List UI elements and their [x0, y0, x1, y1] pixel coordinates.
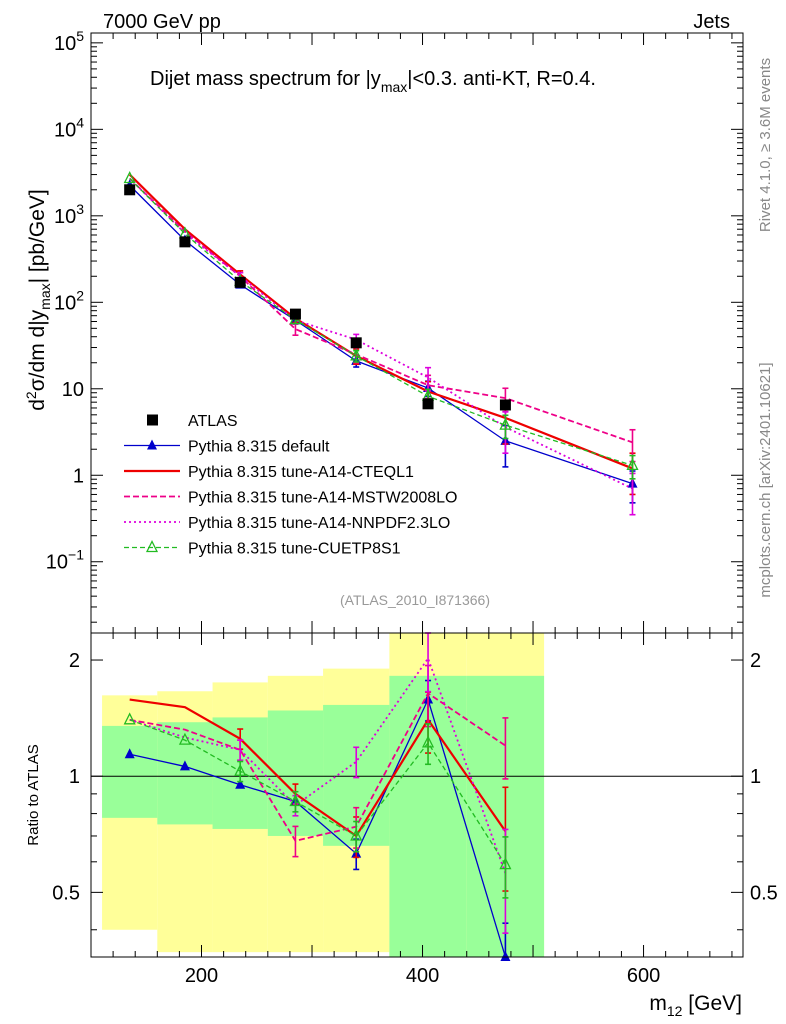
- ratio-y-tick-label-right: 2: [750, 650, 761, 672]
- ratio-marker-default: [124, 748, 135, 759]
- ratio-marker-cuetp8s1: [178, 732, 191, 745]
- ratio-marker-cuetp8s1: [421, 735, 435, 748]
- x-tick-label: 200: [185, 965, 218, 987]
- ratio-y-tick-label-right: 1: [750, 766, 761, 788]
- legend-marker: [145, 540, 159, 553]
- legend-label: Pythia 8.315 tune-A14-CTEQL1: [188, 464, 414, 481]
- marker-cuetp8s1: [626, 457, 639, 471]
- main-y-tick-label: 104: [54, 114, 84, 141]
- ratio-band-inner: [157, 722, 213, 825]
- series-line-3: [129, 177, 633, 490]
- ratio-marker-default: [500, 951, 511, 961]
- x-tick-label: 600: [627, 965, 660, 987]
- main-y-tick-label: 105: [54, 28, 84, 55]
- main-y-tick-label: 103: [54, 201, 84, 228]
- ratio-band-inner: [102, 725, 158, 818]
- side-label-bottom: mcplots.cern.ch [arXiv:2401.10621]: [757, 362, 774, 597]
- atlas-point: [499, 399, 511, 411]
- ratio-marker-default: [179, 760, 190, 771]
- atlas-point: [234, 276, 246, 288]
- marker-cuetp8s1: [350, 348, 363, 361]
- ratio-y-tick-label: 2: [69, 650, 80, 672]
- ratio-y-tick-label: 0.5: [52, 882, 80, 904]
- atlas-point: [422, 398, 434, 410]
- side-label-top: Rivet 4.1.0, ≥ 3.6M events: [757, 58, 774, 232]
- legend-label: Pythia 8.315 tune-A14-NNPDF2.3LO: [188, 515, 450, 532]
- atlas-point: [179, 236, 191, 248]
- legend-label: Pythia 8.315 default: [188, 439, 330, 456]
- main-y-tick-label: 10−1: [46, 547, 84, 574]
- ratio-marker-cuetp8s1: [499, 857, 512, 870]
- main-ylabel: d2σ/dm d|ymax| [pb/GeV]: [23, 189, 53, 411]
- ratio-marker-default: [235, 778, 246, 789]
- ratio-marker-cuetp8s1: [289, 794, 302, 807]
- header-left: 7000 GeV pp: [103, 11, 221, 33]
- series-line-1: [128, 173, 633, 470]
- main-y-tick-label: 1: [73, 465, 84, 487]
- ratio-y-tick-label-right: 0.5: [750, 882, 778, 904]
- series-line-4: [129, 178, 633, 467]
- legend-marker-atlas: [147, 414, 158, 426]
- ratio-panel: 0.5 0.5 1 1 2 2 200 400 600: [52, 632, 778, 987]
- header-right: Jets: [693, 11, 730, 33]
- ratio-marker-cuetp8s1: [123, 712, 136, 725]
- analysis-id: (ATLAS_2010_I871366): [340, 592, 490, 608]
- xlabel: m12 [GeV]: [649, 992, 742, 1019]
- atlas-point: [350, 337, 362, 349]
- marker-cuetp8s1: [123, 171, 136, 184]
- atlas-point: [124, 184, 136, 196]
- ratio-frame: [90, 632, 744, 958]
- ratio-y-tick-label: 1: [69, 766, 80, 788]
- legend-label: ATLAS: [188, 413, 238, 430]
- main-y-tick-label: 10: [62, 379, 84, 401]
- legend-marker: [147, 439, 157, 450]
- ratio-marker-cuetp8s1: [234, 763, 247, 776]
- main-panel: 10−1 1 10 102 103 104 105: [46, 28, 744, 634]
- ratio-ylabel: Ratio to ATLAS: [25, 744, 42, 845]
- ratio-marker-cuetp8s1: [350, 828, 363, 841]
- legend: ATLAS Pythia 8.315 default Pythia 8.315 tu…: [124, 413, 457, 558]
- marker-cuetp8s1: [499, 417, 512, 430]
- series-line-0: [129, 184, 633, 485]
- series-line-2: [129, 177, 633, 444]
- atlas-point: [289, 308, 301, 320]
- legend-label: Pythia 8.315 tune-CUETP8S1: [188, 541, 401, 558]
- main-y-tick-label: 102: [54, 287, 84, 314]
- legend-label: Pythia 8.315 tune-A14-MSTW2008LO: [188, 490, 457, 507]
- x-tick-label: 400: [406, 965, 439, 987]
- plot-title: Dijet mass spectrum for |ymax|<0.3. anti…: [150, 68, 596, 95]
